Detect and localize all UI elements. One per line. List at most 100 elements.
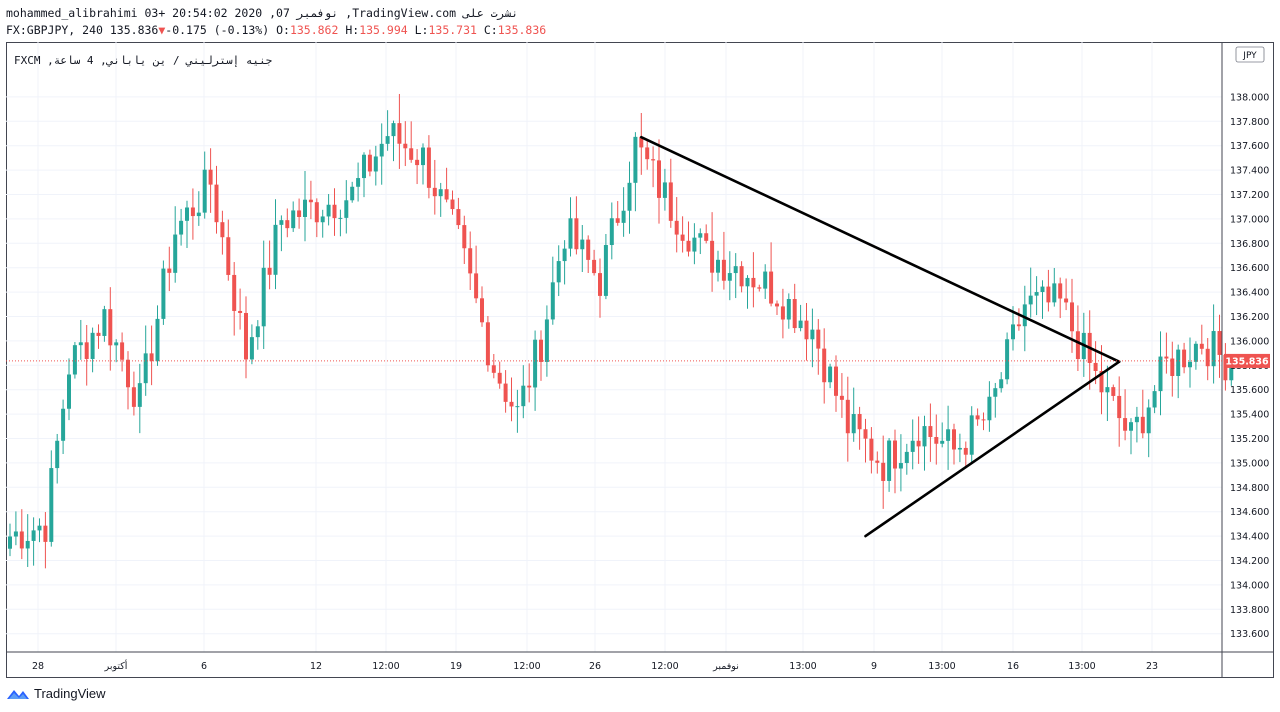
candle	[19, 509, 24, 560]
candle-body	[1182, 349, 1187, 368]
candle	[503, 370, 508, 413]
candle-body	[208, 169, 213, 185]
candle-body	[1146, 407, 1151, 434]
candle	[350, 181, 355, 203]
candle	[1176, 344, 1181, 399]
candle-body	[739, 266, 744, 287]
x-tick-label: 28	[32, 661, 44, 672]
x-tick-label: 13:00	[1068, 661, 1095, 672]
candle-body	[1199, 343, 1204, 349]
candle-body	[279, 220, 284, 225]
x-tick-label: 6	[201, 661, 207, 672]
x-tick-label: 9	[871, 661, 877, 672]
candle-body	[792, 299, 797, 329]
candle-body	[1105, 387, 1110, 393]
candle	[13, 511, 18, 546]
candle	[904, 443, 909, 475]
axes: 133.600 133.800 134.000 134.200 134.400 134.6…	[6, 42, 1274, 678]
tradingview-logo[interactable]: TradingView	[6, 686, 106, 701]
candle	[627, 161, 632, 234]
x-tick-label: 12	[310, 661, 322, 672]
candle-body	[202, 169, 207, 213]
candle	[698, 228, 703, 255]
candle-body	[249, 337, 254, 360]
high-value: 135.994	[359, 23, 408, 37]
candles	[8, 93, 1234, 569]
candle-body	[910, 440, 915, 452]
candle	[580, 224, 585, 272]
candle	[179, 208, 184, 246]
candle	[397, 93, 402, 169]
candle-body	[149, 353, 154, 362]
candle	[733, 253, 738, 299]
candlestick-chart[interactable]: 133.600 133.800 134.000 134.200 134.400 134.6…	[6, 42, 1274, 678]
candle	[196, 191, 201, 226]
candle	[1129, 418, 1133, 455]
candle	[255, 320, 260, 350]
candle	[84, 325, 89, 386]
trendline[interactable]	[639, 135, 1121, 363]
candle	[1193, 341, 1198, 370]
trendline[interactable]	[864, 360, 1121, 538]
candle	[155, 305, 160, 366]
candle	[1064, 278, 1069, 311]
candle-body	[338, 217, 343, 219]
candle-body	[25, 540, 30, 549]
candle-body	[916, 440, 921, 447]
candle-body	[1129, 422, 1133, 431]
candle-body	[1134, 416, 1139, 423]
candle	[1158, 331, 1163, 416]
candle	[1040, 280, 1045, 319]
candle-body	[521, 385, 526, 407]
low-value: 135.731	[428, 23, 477, 37]
candle	[314, 198, 319, 238]
candle-body	[1093, 362, 1098, 371]
y-tick-label: 135.400	[1230, 410, 1269, 421]
candle	[344, 180, 349, 234]
candle	[49, 450, 54, 547]
candle	[934, 414, 939, 465]
candle-body	[1170, 358, 1175, 377]
candle	[120, 332, 125, 372]
candle	[863, 418, 868, 463]
candle	[1087, 310, 1092, 390]
candle-body	[633, 136, 638, 183]
candle	[751, 252, 756, 308]
candle-body	[1217, 331, 1222, 355]
candle-body	[934, 437, 939, 444]
candle-body	[438, 189, 443, 197]
candle	[43, 512, 48, 569]
candle	[769, 242, 774, 307]
candle-body	[1046, 286, 1051, 303]
candle	[928, 403, 933, 462]
candle-body	[155, 318, 160, 362]
candle-body	[1123, 418, 1128, 431]
candle	[1152, 385, 1157, 414]
candle	[946, 405, 951, 470]
candle-body	[533, 339, 538, 388]
candle-body	[999, 379, 1004, 389]
y-tick-label: 136.600	[1230, 263, 1269, 274]
candle	[456, 197, 461, 230]
candle-body	[468, 248, 473, 274]
candle	[969, 406, 974, 464]
candle	[291, 201, 296, 232]
candle	[285, 208, 290, 238]
candle-body	[1158, 356, 1163, 392]
candle-body	[350, 186, 355, 201]
y-tick-label: 136.400	[1230, 288, 1269, 299]
candle	[226, 219, 231, 281]
trendlines[interactable]	[639, 135, 1121, 538]
x-tick-label: 19	[450, 661, 462, 672]
candle	[297, 198, 302, 229]
candle-body	[627, 182, 632, 211]
candle	[1117, 376, 1122, 447]
candle-body	[721, 259, 726, 281]
candle	[692, 223, 697, 265]
candle	[114, 339, 119, 363]
candle	[214, 165, 219, 234]
candle-body	[273, 224, 278, 275]
candle-body	[887, 440, 892, 481]
candle-body	[232, 274, 237, 311]
candle	[1052, 267, 1057, 307]
